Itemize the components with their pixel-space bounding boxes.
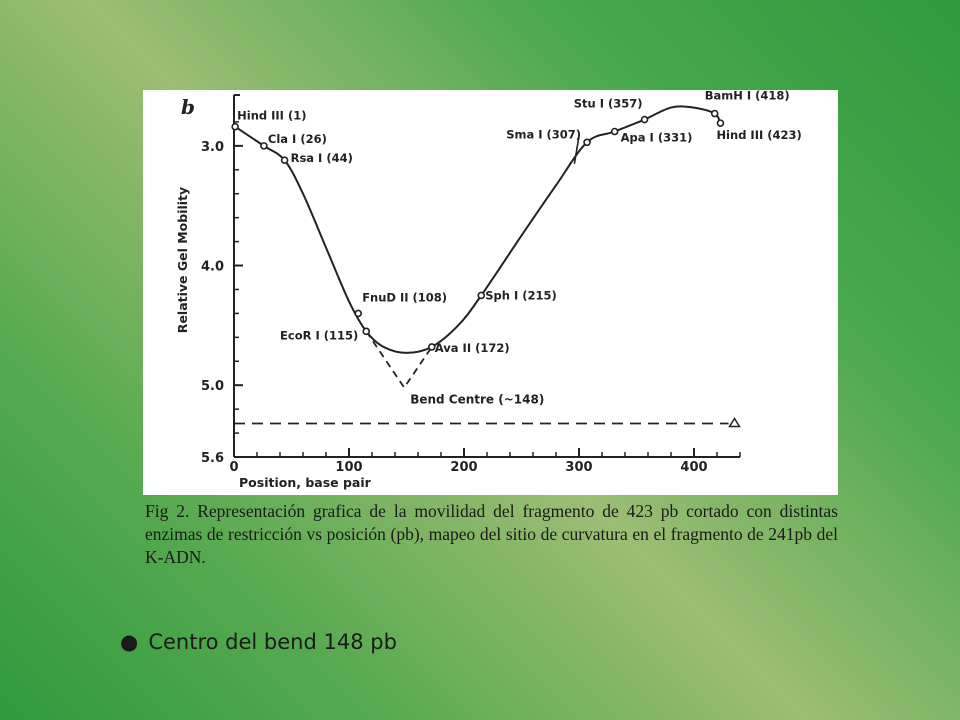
data-point-label: EcoR I (115) <box>280 328 358 342</box>
bullet-text: Centro del bend 148 pb <box>148 630 397 654</box>
data-point <box>354 309 362 318</box>
figure-caption: Fig 2. Representación grafica de la movi… <box>145 501 838 567</box>
data-point <box>427 343 436 351</box>
data-point <box>231 122 239 131</box>
bullet-point: ● Centro del bend 148 pb <box>120 630 397 654</box>
y-tick-label: 5.0 <box>201 379 224 394</box>
data-point <box>710 109 719 118</box>
sma-slash-mark <box>573 136 580 164</box>
data-point-label: Stu I (357) <box>574 97 643 111</box>
data-point-label: Cla I (26) <box>268 132 327 146</box>
y-axis-title: Relative Gel Mobility <box>175 187 190 333</box>
data-point <box>716 119 725 127</box>
data-point-label: Rsa I (44) <box>291 151 353 165</box>
gel-mobility-chart: 3.0 4.0 5.0 5.6 0 100 200 300 400 Position, base … <box>175 90 802 490</box>
baseline-triangle-marker <box>728 417 741 428</box>
data-point-label: Hind III (423) <box>716 128 801 142</box>
x-tick-label: 400 <box>680 460 707 475</box>
data-point-label: Sma I (307) <box>506 127 581 141</box>
data-point-label: BamH I (418) <box>705 90 790 103</box>
bullet-marker: ● <box>120 630 139 654</box>
x-tick-label: 100 <box>335 460 362 475</box>
figure-panel: 3.0 4.0 5.0 5.6 0 100 200 300 400 Position, base … <box>143 90 838 495</box>
panel-label: b <box>181 95 195 119</box>
data-point <box>640 115 649 124</box>
x-tick-label: 300 <box>565 460 592 475</box>
y-tick-label: 3.0 <box>201 140 224 155</box>
data-point <box>610 127 619 136</box>
y-tick-label: 4.0 <box>201 260 224 275</box>
y-tick-label: 5.6 <box>201 451 224 466</box>
x-tick-label: 200 <box>450 460 477 475</box>
data-point-label: Sph I (215) <box>485 288 557 302</box>
data-point <box>260 142 268 150</box>
data-point-label: Ava II (172) <box>435 341 510 355</box>
data-point-label: Apa I (331) <box>621 131 693 145</box>
data-point-label: Hind III (1) <box>237 109 306 123</box>
x-axis-title: Position, base pair <box>239 475 372 490</box>
data-point <box>280 156 289 165</box>
data-point <box>477 291 486 300</box>
mobility-curve <box>234 105 722 354</box>
data-point <box>362 327 371 336</box>
data-point <box>583 138 591 147</box>
data-point-label: FnuD II (108) <box>362 290 447 304</box>
bend-extrapolation-line <box>365 330 433 390</box>
bend-centre-label: Bend Centre (~148) <box>410 393 544 407</box>
x-tick-label: 0 <box>229 460 238 475</box>
